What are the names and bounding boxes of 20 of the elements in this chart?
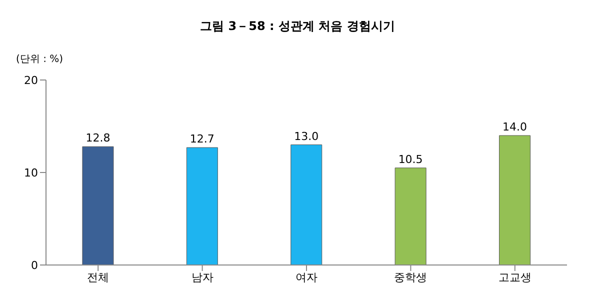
x-tick-label: 고교생 xyxy=(498,270,532,284)
bar xyxy=(186,147,218,265)
y-tick-label: 20 xyxy=(24,74,38,87)
x-tick-label: 남자 xyxy=(191,270,214,284)
data-label: 13.0 xyxy=(294,130,319,143)
bar xyxy=(394,168,426,265)
y-axis-title: (단위 : %) xyxy=(16,53,64,66)
data-label: 14.0 xyxy=(502,120,528,134)
x-tick-label: 전체 xyxy=(87,270,110,284)
y-tick-label: 10 xyxy=(24,166,38,180)
x-tick-label: 중학생 xyxy=(394,270,428,284)
chart-title: 그림 3－58 : 성관계 처음 경험시기 xyxy=(199,18,396,35)
x-tick-label: 여자 xyxy=(296,270,318,284)
bar xyxy=(82,146,114,265)
data-label: 10.5 xyxy=(398,152,423,166)
bar xyxy=(290,144,322,265)
bar xyxy=(499,135,531,265)
data-label: 12.8 xyxy=(86,132,110,145)
data-label: 12.7 xyxy=(190,132,214,146)
y-tick-label: 0 xyxy=(31,258,38,272)
